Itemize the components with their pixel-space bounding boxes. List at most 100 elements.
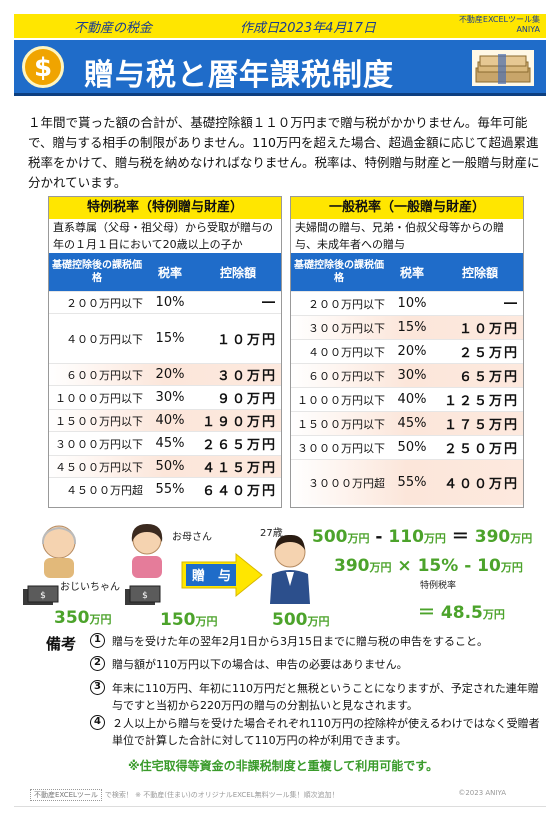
price-cell: １５００万円以下 — [297, 417, 385, 431]
svg-text:$: $ — [142, 591, 148, 601]
grandpa-label: おじいちゃん — [60, 582, 120, 593]
money-bill-icon: $ — [125, 585, 161, 605]
general-table-title: 一般税率（一般贈与財産） — [291, 197, 523, 219]
child-figure — [270, 534, 310, 604]
price-cell: ２００万円以下 — [308, 297, 385, 311]
table-row: ４５００万円超 55% ６４０万円 — [49, 477, 281, 501]
rate-cell: 50% — [155, 459, 185, 474]
table-row: ６００万円以下 20% ３０万円 — [49, 363, 281, 385]
price-cell: ４００万円以下 — [308, 345, 385, 359]
mother-figure — [131, 524, 163, 578]
deduction-cell: ６４０万円 — [201, 484, 277, 499]
general-rate-table: 一般税率（一般贈与財産） 夫婦間の贈与、兄弟・伯叔父母等からの贈与、未成年者への… — [290, 196, 524, 508]
rate-cell: 45% — [397, 416, 427, 431]
mother-amount: 150万円 — [160, 610, 218, 630]
special-table-body: ２００万円以下 10% ― ４００万円以下 15% １０万円 ６００万円以下 20% ３０万円 １… — [49, 291, 281, 501]
table-row: ６００万円以下 30% ６５万円 — [291, 363, 523, 387]
calc-result: ＝ 48.5万円 — [418, 603, 505, 623]
gift-arrow-icon — [181, 552, 263, 598]
general-table-header: 基礎控除後の課税価格 税率 控除額 — [291, 253, 523, 291]
general-table-subtitle: 夫婦間の贈与、兄弟・伯叔父母等からの贈与、未成年者への贈与 — [295, 221, 504, 251]
child-amount: 500万円 — [272, 610, 330, 630]
rate-cell: 10% — [155, 295, 185, 310]
grandpa-figure — [41, 525, 77, 578]
col-price: 基礎控除後の課税価格 — [52, 260, 142, 284]
rate-cell: 40% — [397, 392, 427, 407]
note-item: 2 贈与額が110万円以下の場合は、申告の必要はありません。 — [90, 656, 540, 673]
footer-text: で検索！ ※ 不動産(住まい)のオリジナルEXCEL無料ツール集！順次追加！ — [104, 791, 339, 799]
price-cell: １０００万円以下 — [297, 393, 385, 407]
coin-symbol: $ — [33, 53, 53, 83]
money-bill-icon: $ — [23, 585, 59, 605]
price-cell: ４５００万円以下 — [55, 460, 143, 474]
special-table-title: 特例税率（特例贈与財産） — [49, 197, 281, 219]
rate-cell: 55% — [397, 475, 427, 490]
deduction-cell: ４１５万円 — [201, 461, 277, 476]
note-item: 3 年末に110万円、年初に110万円だと無税ということになりますが、予定された連… — [90, 680, 540, 714]
note-text: 贈与額が110万円以下の場合は、申告の必要はありません。 — [112, 658, 408, 671]
special-rate-table: 特例税率（特例贈与財産） 直系尊属（父母・祖父母）から受取が贈与の年の１月１日に… — [48, 196, 282, 508]
creation-date: 作成日2023年4月17日 — [240, 21, 376, 36]
deduction-cell: ９０万円 — [216, 392, 277, 407]
rate-cell: 30% — [155, 390, 185, 405]
deduction-cell: ― — [504, 296, 519, 311]
table-row: ３０００万円以下 45% ２６５万円 — [49, 431, 281, 455]
deduction-cell: ― — [262, 295, 277, 310]
col-rate: 税率 — [399, 265, 424, 280]
general-table-body: ２００万円以下 10% ― ３００万円以下 15% １０万円 ４００万円以下 20% ２５万円 ６… — [291, 291, 523, 505]
price-cell: ４００万円以下 — [66, 332, 143, 346]
rate-cell: 20% — [397, 344, 427, 359]
mother-label: お母さん — [172, 532, 212, 543]
table-row: １０００万円以下 40% １２５万円 — [291, 387, 523, 411]
note-number: 2 — [90, 656, 105, 671]
note-number: 4 — [90, 715, 105, 730]
price-cell: ３００万円以下 — [308, 321, 385, 335]
col-rate: 税率 — [157, 265, 182, 280]
deduction-cell: ２５０万円 — [443, 442, 519, 457]
footer-divider — [14, 806, 546, 807]
table-row: ４００万円以下 15% １０万円 — [49, 313, 281, 363]
table-row: １０００万円以下 30% ９０万円 — [49, 385, 281, 409]
note-item: 4 ２人以上から贈与を受けた場合それぞれ110万円の控除枠が使えるわけではなく受贈… — [90, 715, 540, 749]
grandpa-amount: 350万円 — [54, 608, 112, 628]
deduction-cell: ２６５万円 — [201, 438, 277, 453]
price-cell: ２００万円以下 — [66, 296, 143, 310]
rate-cell: 30% — [397, 368, 427, 383]
search-box[interactable]: 不動産EXCELツール — [30, 789, 102, 801]
table-row: ４５００万円以下 50% ４１５万円 — [49, 455, 281, 477]
deduction-cell: １２５万円 — [443, 394, 519, 409]
col-price: 基礎控除後の課税価格 — [294, 260, 384, 284]
note-number: 3 — [90, 680, 105, 695]
rate-cell: 15% — [155, 331, 185, 346]
note-text: 年末に110万円、年初に110万円だと無税ということになりますが、予定された連年… — [112, 682, 539, 712]
note-text: ２人以上から贈与を受けた場合それぞれ110万円の控除枠が使えるわけではなく受贈者… — [112, 717, 540, 747]
price-cell: １５００万円以下 — [55, 414, 143, 428]
price-cell: ３０００万円超 — [308, 476, 385, 490]
rate-cell: 55% — [155, 482, 185, 497]
col-deduction: 控除額 — [461, 265, 498, 280]
calc-line-1: 500万円 - 110万円 ＝ 390万円 — [312, 527, 533, 547]
price-cell: ６００万円以下 — [308, 369, 385, 383]
top-bar: 不動産の税金 作成日2023年4月17日 不動産EXCELツール集 ANIYA — [14, 14, 546, 38]
child-age-label: 27歳 — [260, 528, 283, 539]
table-row: １５００万円以下 40% １９０万円 — [49, 409, 281, 431]
brand-line1: 不動産EXCELツール集 — [458, 15, 540, 24]
intro-text: １年間で貰った額の合計が、基礎控除額１１０万円まで贈与税がかかりません。毎年可能… — [28, 115, 540, 190]
rate-cell: 10% — [397, 296, 427, 311]
rate-cell: 15% — [397, 320, 427, 335]
money-stack-icon — [472, 50, 534, 86]
rate-cell: 45% — [155, 436, 185, 451]
notes-title: 備考 — [46, 635, 77, 653]
special-table-subtitle: 直系尊属（父母・祖父母）から受取が贈与の年の１月１日において20歳以上の子か — [53, 221, 273, 251]
deduction-cell: １７５万円 — [443, 418, 519, 433]
title-bar: $ 贈与税と暦年課税制度 — [14, 40, 546, 96]
col-deduction: 控除額 — [219, 265, 256, 280]
note-text: 贈与を受けた年の翌年2月1日から3月15日までに贈与税の申告をすること。 — [112, 635, 488, 648]
price-cell: ４５００万円超 — [66, 483, 143, 497]
note-number: 1 — [90, 633, 105, 648]
rate-cell: 50% — [397, 440, 427, 455]
brand: 不動産EXCELツール集 ANIYA — [459, 15, 540, 35]
gift-label: 贈 与 — [192, 569, 232, 584]
deduction-cell: ３０万円 — [216, 369, 277, 384]
table-row: １５００万円以下 45% １７５万円 — [291, 411, 523, 435]
